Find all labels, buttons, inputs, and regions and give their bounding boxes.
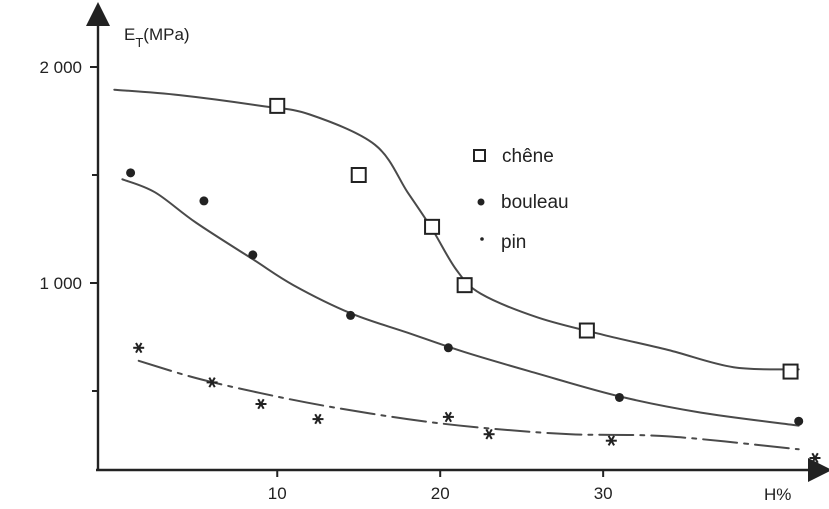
data-point-chene [782,363,799,380]
curve-pin [137,359,800,451]
legend-label-chene: chêne [502,146,554,167]
curve-chene [113,88,800,371]
data-point-pin [483,428,495,440]
data-point-pin [133,342,145,354]
data-point-chene [269,97,286,114]
legend-label-bouleau: bouleau [501,192,569,213]
data-point-pin [605,435,617,446]
data-point-pin [442,411,454,423]
legend-marker-dot [477,198,485,206]
data-point-bouleau [248,250,258,260]
data-point-bouleau [346,310,356,320]
data-point-chene [350,167,367,183]
data-point-chene [578,322,595,339]
ticks: 1 000 2 000 10 20 30 [39,58,612,503]
legend-label-pin: pin [501,232,526,253]
data-point-bouleau [126,168,136,178]
y-tick-label: 2 000 [39,58,82,77]
data-point-pin [206,377,218,388]
data-point-bouleau [443,343,453,353]
data-points [126,97,821,464]
legend-item-chene: chêne [473,146,554,167]
y-axis-label: ET(MPa) [124,25,190,50]
legend: chêne bouleau pin [473,146,569,253]
data-point-pin [809,452,821,464]
data-point-chene [424,218,441,235]
data-point-pin [312,413,324,425]
legend-marker-square [473,149,486,162]
curve-bouleau [121,178,800,427]
curves [113,88,800,451]
x-axis-label: H% [764,485,791,504]
data-point-bouleau [794,416,804,426]
x-tick-label: 30 [594,484,613,503]
axes [86,2,829,482]
x-tick-label: 10 [268,484,287,503]
y-tick-label: 1 000 [39,274,82,293]
x-tick-label: 20 [431,484,450,503]
legend-marker-asterisk [480,237,484,241]
legend-item-bouleau: bouleau [477,192,569,213]
data-point-pin [255,398,267,410]
data-point-bouleau [614,392,624,402]
data-point-bouleau [199,196,209,206]
data-point-chene [456,277,473,294]
legend-item-pin: pin [480,232,526,253]
